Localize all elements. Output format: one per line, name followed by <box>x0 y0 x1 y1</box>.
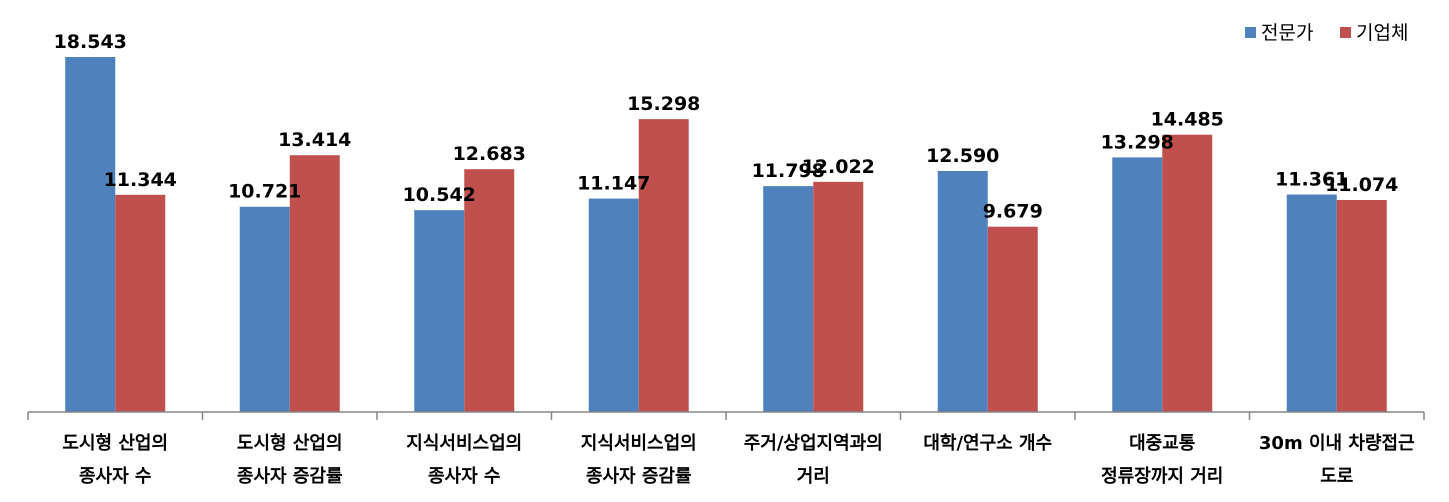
bar-company-5 <box>987 226 1038 412</box>
data-label-company-5: 9.679 <box>983 201 1043 223</box>
bar-company-7 <box>1336 199 1387 412</box>
bar-company-6 <box>1162 134 1213 412</box>
data-label-expert-7: 11.361 <box>1275 168 1348 190</box>
data-label-expert-4: 11.798 <box>752 160 825 182</box>
bar-company-2 <box>464 169 515 412</box>
category-label-6-line-0: 대중교통 <box>1129 433 1195 454</box>
legend-swatch-expert <box>1245 27 1256 38</box>
bar-expert-3 <box>588 198 639 412</box>
category-label-6-line-1: 정류장까지 거리 <box>1101 466 1223 487</box>
bar-expert-2 <box>414 210 465 412</box>
bar-company-3 <box>638 119 689 413</box>
bar-expert-4 <box>763 186 814 412</box>
data-label-expert-5: 12.590 <box>926 145 999 167</box>
data-label-expert-2: 10.542 <box>403 184 476 206</box>
data-label-company-0: 11.344 <box>104 169 177 191</box>
category-label-2-line-1: 종사자 수 <box>428 466 501 487</box>
data-label-expert-1: 10.721 <box>228 181 301 203</box>
bars-layer <box>65 57 1387 413</box>
legend-swatch-company <box>1340 27 1351 38</box>
data-label-company-4: 12.022 <box>802 156 875 178</box>
legend-label-expert: 전문가 <box>1261 22 1313 44</box>
bar-company-1 <box>289 155 340 412</box>
bar-expert-7 <box>1286 194 1337 412</box>
category-label-2-line-0: 지식서비스업의 <box>406 433 522 454</box>
data-label-company-1: 13.414 <box>278 129 351 151</box>
category-label-5-line-0: 대학/연구소 개수 <box>923 432 1052 454</box>
category-label-3-line-1: 종사자 증감률 <box>586 466 692 487</box>
bar-company-0 <box>115 194 166 412</box>
category-label-4-line-0: 주거/상업지역과의 <box>744 433 883 454</box>
bar-expert-5 <box>937 170 988 412</box>
x-axis <box>27 411 1425 420</box>
category-label-7-line-1: 도로 <box>1320 466 1353 487</box>
bar-company-4 <box>813 181 864 412</box>
data-label-company-2: 12.683 <box>453 143 526 165</box>
value-labels-layer: 18.543 11.344 10.721 13.414 10.542 12.683 11.1… <box>54 31 1399 223</box>
category-label-1-line-0: 도시형 산업의 <box>237 433 343 454</box>
legend: 전문가 기업체 <box>1245 22 1408 44</box>
category-label-1-line-1: 종사자 증감률 <box>237 466 343 487</box>
data-label-expert-6: 13.298 <box>1101 131 1174 153</box>
data-label-expert-0: 18.543 <box>54 31 127 53</box>
category-label-3-line-0: 지식서비스업의 <box>581 433 697 454</box>
data-label-company-6: 14.485 <box>1151 109 1224 131</box>
category-label-0-line-0: 도시형 산업의 <box>62 433 168 454</box>
category-label-0-line-1: 종사자 수 <box>79 466 152 487</box>
bar-expert-0 <box>65 57 116 412</box>
legend-label-company: 기업체 <box>1356 22 1408 44</box>
category-label-4-line-1: 거리 <box>797 466 830 487</box>
data-label-company-3: 15.298 <box>627 93 700 115</box>
bar-expert-6 <box>1112 157 1163 412</box>
data-label-expert-3: 11.147 <box>577 173 650 195</box>
bar-expert-1 <box>239 206 290 412</box>
category-label-7-line-0: 30m 이내 차량접근 <box>1259 433 1415 454</box>
data-label-company-7: 11.074 <box>1325 174 1398 196</box>
